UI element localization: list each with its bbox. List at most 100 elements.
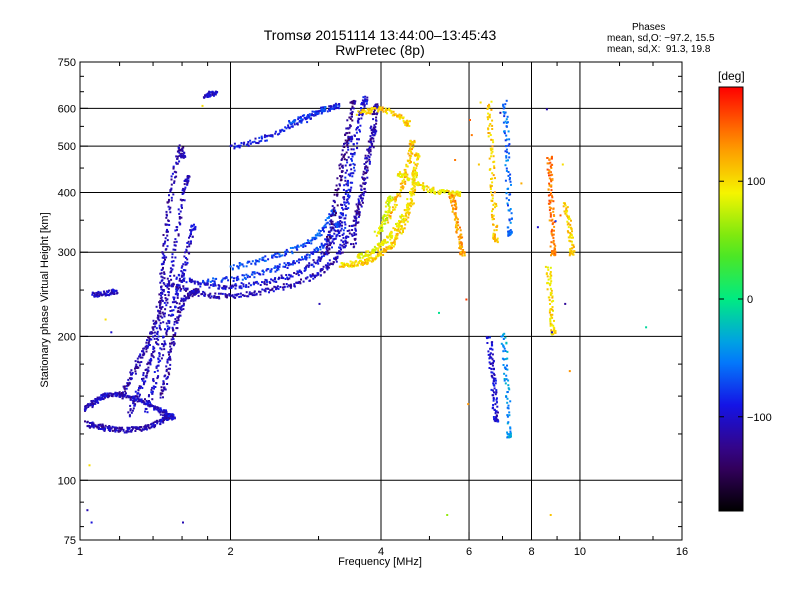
data-point	[90, 400, 93, 402]
data-point	[402, 231, 404, 233]
data-point	[381, 108, 384, 111]
data-point	[364, 167, 366, 170]
data-point	[134, 395, 137, 398]
data-point	[504, 150, 507, 153]
data-point	[413, 161, 416, 164]
data-point	[567, 231, 570, 234]
data-point	[394, 237, 397, 240]
data-point	[398, 225, 401, 228]
data-point	[236, 275, 239, 278]
data-point	[154, 407, 157, 410]
data-point	[146, 346, 149, 349]
data-point	[567, 222, 570, 225]
data-point	[259, 284, 262, 286]
data-point	[177, 307, 180, 309]
data-point	[378, 242, 381, 245]
data-point	[288, 263, 291, 266]
data-point	[214, 292, 217, 295]
data-point	[280, 277, 283, 279]
data-point	[300, 270, 302, 273]
data-point	[157, 335, 160, 338]
data-point	[550, 185, 553, 188]
data-point	[329, 108, 332, 111]
data-point	[228, 287, 231, 290]
data-point	[88, 422, 91, 424]
data-point	[167, 371, 170, 374]
data-point	[99, 423, 102, 426]
data-point	[128, 414, 131, 417]
data-point	[182, 269, 185, 271]
data-point	[249, 142, 252, 145]
data-point	[490, 149, 493, 152]
data-point	[412, 180, 415, 183]
data-point	[492, 218, 495, 220]
data-point	[193, 282, 196, 285]
data-point	[214, 284, 217, 287]
data-point	[491, 172, 494, 175]
data-point	[492, 232, 495, 235]
data-point	[405, 204, 408, 207]
data-point	[284, 265, 287, 268]
data-point	[176, 228, 178, 231]
data-point	[416, 162, 419, 165]
data-point	[417, 181, 420, 184]
data-point	[448, 193, 451, 196]
data-point	[418, 182, 421, 185]
data-point	[194, 225, 197, 228]
data-point	[352, 143, 355, 146]
data-point	[116, 292, 119, 294]
data-point	[130, 429, 133, 432]
data-point	[347, 202, 350, 205]
data-point	[165, 230, 168, 233]
data-point	[487, 105, 490, 107]
data-point	[245, 284, 248, 287]
data-point	[324, 223, 327, 226]
data-point	[320, 106, 323, 109]
data-point	[550, 280, 553, 283]
data-point	[570, 247, 573, 250]
data-point	[463, 252, 466, 255]
data-point	[258, 258, 261, 261]
data-point	[185, 289, 187, 292]
data-point	[243, 274, 246, 277]
data-point	[89, 404, 92, 407]
data-point	[360, 189, 363, 191]
data-point	[549, 514, 552, 516]
data-point	[259, 293, 262, 296]
data-point	[289, 283, 292, 286]
data-point	[106, 426, 109, 429]
data-point	[159, 347, 162, 350]
data-point	[170, 269, 173, 272]
data-point	[300, 278, 302, 281]
data-point	[381, 223, 383, 226]
data-point	[158, 293, 161, 296]
data-point	[331, 263, 334, 266]
data-point	[242, 285, 245, 288]
data-point	[327, 239, 330, 242]
data-point	[390, 241, 393, 244]
data-point	[151, 392, 154, 395]
data-point	[157, 410, 160, 413]
data-point	[487, 106, 490, 109]
data-point	[345, 235, 348, 238]
data-point	[166, 298, 169, 301]
data-point	[249, 139, 252, 142]
data-point	[347, 148, 350, 151]
data-point	[368, 256, 371, 259]
data-point	[459, 234, 462, 237]
data-point	[508, 388, 511, 391]
data-point	[486, 108, 489, 110]
data-point	[372, 126, 375, 129]
data-point	[144, 410, 147, 413]
data-point	[129, 404, 132, 407]
data-point	[493, 202, 496, 205]
data-point	[311, 273, 314, 276]
data-point	[176, 284, 179, 287]
data-point	[160, 279, 163, 282]
data-point	[429, 188, 431, 191]
data-point	[490, 138, 493, 141]
data-point	[461, 254, 464, 257]
data-point	[507, 144, 510, 147]
data-point	[138, 355, 141, 358]
data-point	[380, 250, 383, 253]
